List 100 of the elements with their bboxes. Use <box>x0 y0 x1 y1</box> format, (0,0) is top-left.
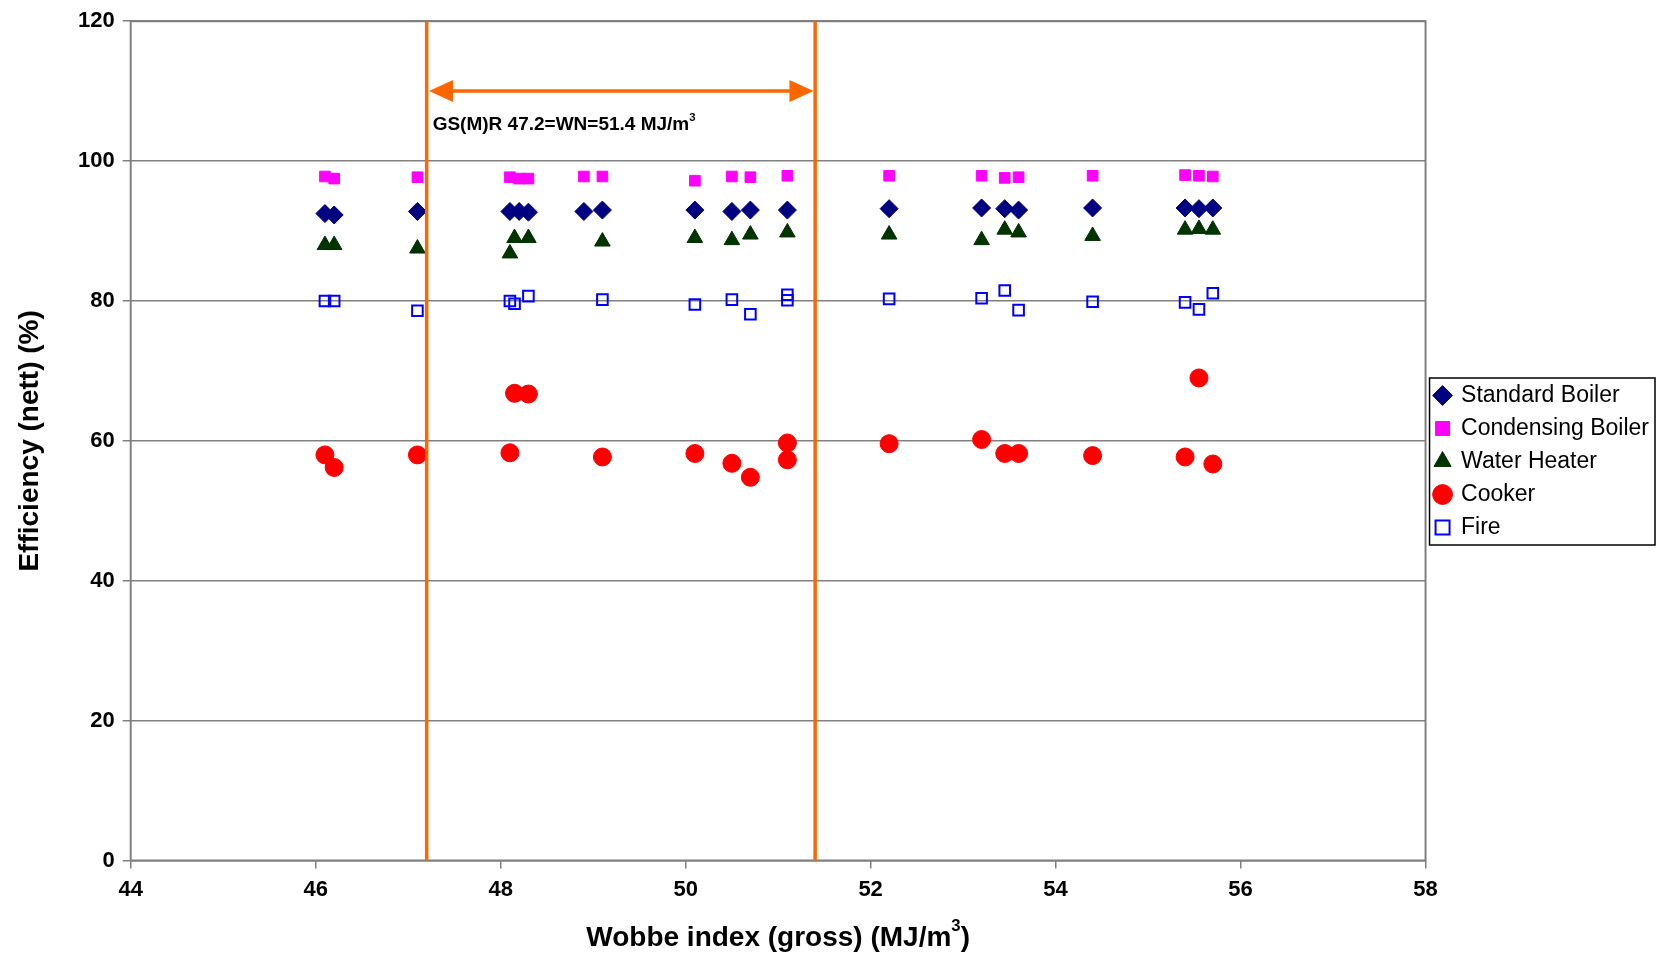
point <box>1189 199 1209 219</box>
point <box>592 200 612 220</box>
point <box>1175 198 1195 218</box>
point <box>781 294 794 307</box>
point <box>744 307 757 321</box>
point <box>520 228 537 244</box>
y-tick-label: 100 <box>77 147 115 173</box>
point <box>879 199 899 219</box>
point <box>1192 303 1206 316</box>
point <box>1086 295 1099 308</box>
y-axis-title: Efficiency (nett) (%) <box>12 310 44 572</box>
point <box>722 201 742 221</box>
point <box>592 447 612 467</box>
point <box>1083 198 1103 218</box>
point <box>594 232 611 247</box>
point <box>723 230 741 246</box>
point <box>1009 200 1029 220</box>
point <box>781 169 794 182</box>
point <box>777 450 797 470</box>
point <box>883 169 895 182</box>
point <box>318 294 332 308</box>
point <box>522 289 535 303</box>
point <box>740 467 760 487</box>
point <box>596 293 609 306</box>
point <box>781 288 794 302</box>
point <box>1189 368 1209 388</box>
y-tick-label: 60 <box>90 426 115 452</box>
legend-label: Standard Boiler <box>1461 380 1620 407</box>
point <box>880 225 898 240</box>
point <box>500 443 520 463</box>
legend-label: Water Heater <box>1461 446 1598 473</box>
x-tick-label: 56 <box>1228 875 1253 901</box>
point <box>777 200 797 220</box>
point <box>503 294 517 308</box>
x-tick-label: 52 <box>858 875 883 901</box>
point <box>409 239 426 254</box>
x-tick-label: 46 <box>303 875 328 901</box>
point <box>744 171 757 183</box>
point <box>407 201 427 221</box>
x-tick-label: 58 <box>1413 875 1438 901</box>
point <box>740 200 760 220</box>
point <box>1193 169 1205 182</box>
point <box>998 284 1012 297</box>
point <box>726 170 738 183</box>
legend-label: Fire <box>1461 512 1501 539</box>
point <box>1012 303 1025 317</box>
legend-label: Condensing Boiler <box>1461 413 1650 440</box>
point <box>518 384 538 404</box>
point <box>685 200 705 220</box>
point <box>1012 171 1025 183</box>
point <box>742 225 759 240</box>
y-tick-label: 0 <box>102 846 115 872</box>
point <box>407 445 427 465</box>
y-tick-label: 20 <box>90 706 115 732</box>
point <box>578 170 590 183</box>
point <box>998 172 1011 184</box>
point <box>1176 220 1194 235</box>
point <box>973 230 990 246</box>
y-tick-label: 40 <box>90 566 115 592</box>
point <box>1009 443 1029 463</box>
point <box>975 169 988 182</box>
point <box>972 430 992 449</box>
point <box>1204 220 1222 235</box>
legend-label: Cooker <box>1461 479 1536 506</box>
point <box>1175 447 1195 467</box>
point <box>522 172 535 185</box>
point <box>686 228 704 244</box>
point <box>685 443 705 463</box>
point <box>1179 169 1191 181</box>
x-tick-label: 44 <box>118 875 144 901</box>
point <box>996 220 1014 235</box>
point <box>508 297 521 311</box>
point <box>506 228 523 244</box>
point <box>688 298 702 311</box>
point <box>411 304 424 318</box>
point <box>325 235 343 251</box>
x-tick-label: 54 <box>1043 875 1069 901</box>
point <box>777 433 797 453</box>
x-tick-label: 48 <box>488 875 513 901</box>
point <box>1203 454 1223 474</box>
point <box>972 198 992 218</box>
point <box>327 294 341 308</box>
point <box>879 434 899 454</box>
point <box>1203 198 1223 218</box>
point <box>882 292 896 306</box>
point <box>725 293 739 306</box>
y-tick-label: 120 <box>77 7 115 33</box>
point <box>328 172 340 185</box>
x-tick-label: 50 <box>673 875 698 901</box>
point <box>1086 169 1099 182</box>
point <box>1178 296 1192 309</box>
point <box>689 174 701 187</box>
point <box>975 291 988 305</box>
point <box>1206 287 1220 300</box>
y-tick-label: 80 <box>90 287 115 313</box>
point <box>722 453 742 473</box>
point <box>574 201 594 221</box>
point <box>315 445 335 465</box>
point <box>411 171 424 183</box>
point <box>324 457 344 477</box>
